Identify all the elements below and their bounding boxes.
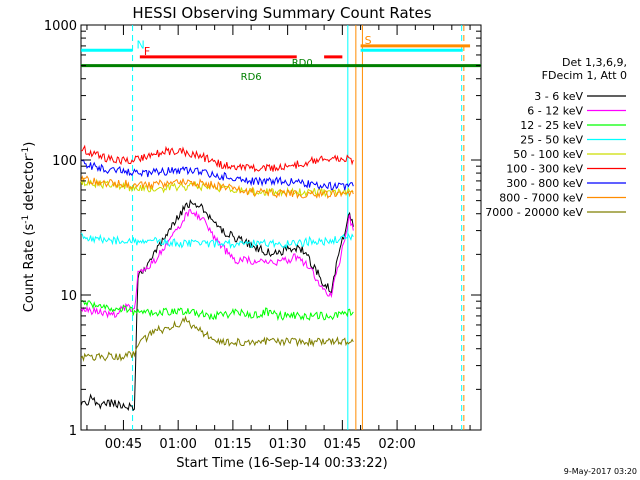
series-line: [81, 144, 354, 173]
x-tick-label: 01:45: [324, 437, 361, 452]
plot-frame: [80, 24, 482, 431]
plot-border: [80, 24, 482, 431]
y-axis-label: Count Rate (s-1 detector-1): [21, 142, 37, 313]
x-tick-label: 01:15: [214, 437, 251, 452]
x-tick-label: 00:45: [105, 437, 142, 452]
footer-timestamp: 9-May-2017 03:20: [564, 467, 637, 476]
rd-label: RD6: [241, 72, 262, 83]
y-axis-label-sup2: -1: [21, 147, 31, 156]
x-tick-label: 02:00: [378, 437, 415, 452]
legend-label: 25 - 50 keV: [520, 134, 583, 147]
y-axis-label-sup1: -1: [21, 215, 31, 224]
legend-label: 6 - 12 keV: [527, 105, 583, 118]
legend-header-1: Det 1,3,6,9,: [562, 56, 627, 69]
chart-title: HESSI Observing Summary Count Rates: [132, 4, 431, 22]
legend-header-2: FDecim 1, Att 0: [542, 69, 627, 82]
y-tick-label: 1000: [44, 19, 77, 34]
y-axis-label-mid: detector: [22, 155, 37, 215]
legend-label: 12 - 25 keV: [520, 119, 583, 132]
x-tick-label: 01:30: [269, 437, 306, 452]
annotation-labels: NF S RD0 RD6: [137, 34, 372, 83]
series-lines: [80, 144, 354, 412]
vertical-markers: [132, 25, 465, 430]
series-line: [80, 232, 354, 250]
state-flag-label: F: [144, 45, 150, 58]
x-axis-ticks: 00:45 01:00 01:15 01:30 01:45 02:00: [86, 25, 471, 452]
series-line: [80, 175, 354, 200]
y-tick-label: 10: [60, 289, 77, 304]
legend-label: 300 - 800 keV: [506, 177, 583, 190]
series-line: [80, 208, 354, 319]
x-tick-label: 01:00: [159, 437, 196, 452]
legend-label: 800 - 7000 keV: [499, 192, 583, 205]
legend: Det 1,3,6,9, FDecim 1, Att 0 3 - 6 keV 6 …: [485, 56, 627, 219]
series-line: [80, 198, 354, 412]
legend-label: 3 - 6 keV: [534, 90, 583, 103]
legend-label: 100 - 300 keV: [506, 163, 583, 176]
x-axis-label: Start Time (16-Sep-14 00:33:22): [176, 456, 387, 471]
state-flag-label: N: [137, 38, 145, 51]
y-tick-label: 100: [52, 154, 77, 169]
legend-label: 50 - 100 keV: [513, 148, 583, 161]
legend-label: 7000 - 20000 keV: [485, 206, 583, 219]
y-axis-ticks: 1 10 100 1000: [44, 19, 481, 439]
y-axis-label-main: Count Rate (s: [22, 224, 37, 313]
series-line: [80, 315, 354, 363]
series-line: [80, 299, 354, 322]
state-flag-label: S: [365, 34, 372, 47]
rd-label: RD0: [292, 58, 313, 69]
y-tick-label: 1: [69, 424, 77, 439]
state-bars: [81, 44, 481, 68]
series-line: [80, 159, 354, 191]
y-axis-label-close: ): [22, 142, 37, 147]
